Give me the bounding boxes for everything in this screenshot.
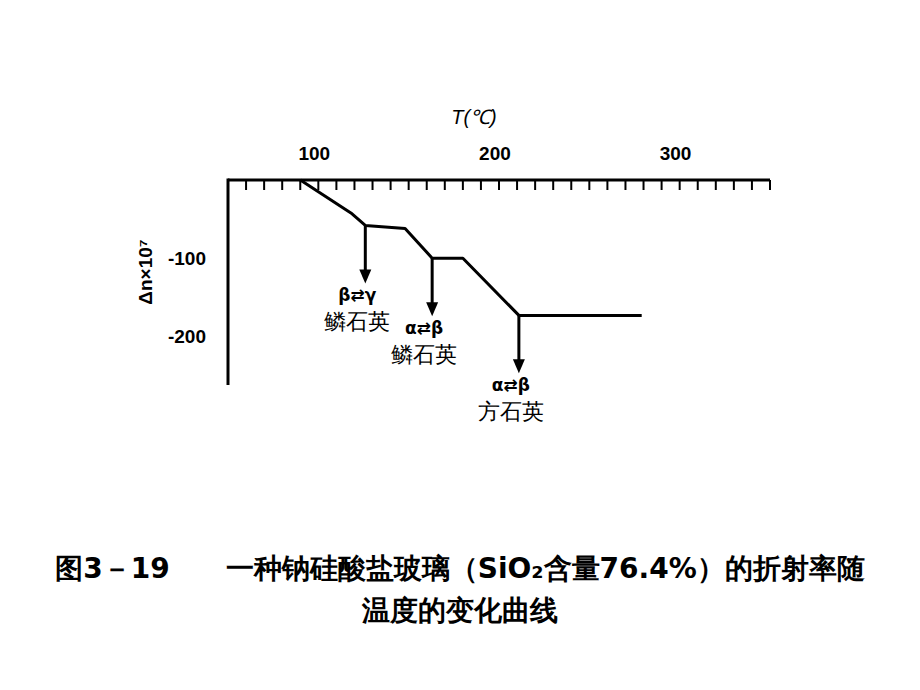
x-tick-mark bbox=[281, 180, 283, 190]
x-tick-mark bbox=[733, 180, 735, 190]
x-tick-mark bbox=[372, 180, 374, 190]
chart: 100 200 300 -100 -200 T(℃) Δn×10⁷ β⇄γ 鳞石英 α⇄β 鳞石英 α… bbox=[0, 0, 920, 540]
y-tick-label: -100 bbox=[168, 248, 206, 269]
x-tick-mark bbox=[245, 180, 247, 190]
x-axis-label: T(℃) bbox=[451, 106, 497, 128]
transition-arrow bbox=[431, 258, 434, 306]
x-tick-label: 300 bbox=[660, 143, 692, 164]
x-tick-mark bbox=[353, 180, 355, 190]
x-tick-mark bbox=[426, 180, 428, 190]
x-tick-mark bbox=[606, 180, 608, 190]
x-tick-mark bbox=[390, 180, 392, 190]
x-tick-mark bbox=[751, 180, 753, 190]
arrow-head bbox=[513, 359, 525, 373]
y-axis-label: Δn×10⁷ bbox=[135, 239, 156, 304]
x-tick-mark bbox=[227, 180, 229, 190]
data-line bbox=[300, 180, 641, 315]
x-tick-mark bbox=[552, 180, 554, 190]
transition-label: α⇄β bbox=[492, 375, 530, 395]
x-tick-label: 100 bbox=[298, 143, 330, 164]
transition-label: β⇄γ bbox=[338, 285, 376, 305]
arrow-head bbox=[359, 269, 371, 283]
transition-arrow bbox=[517, 315, 520, 363]
x-tick-mark bbox=[624, 180, 626, 190]
x-tick-mark bbox=[263, 180, 265, 190]
x-tick-mark bbox=[643, 180, 645, 190]
phase-label: 方石英 bbox=[478, 399, 544, 424]
x-tick-mark bbox=[697, 180, 699, 190]
x-tick-mark bbox=[534, 180, 536, 190]
caption: 图3－19 一种钠硅酸盐玻璃（SiO₂含量76.4%）的折射率随温度的变化曲线 bbox=[50, 548, 870, 632]
x-tick-mark bbox=[679, 180, 681, 190]
x-tick-mark bbox=[444, 180, 446, 190]
x-tick-mark bbox=[480, 180, 482, 190]
x-tick-label: 200 bbox=[479, 143, 511, 164]
x-tick-mark bbox=[661, 180, 663, 190]
x-tick-mark bbox=[408, 180, 410, 190]
x-tick-mark bbox=[769, 180, 771, 190]
x-tick-mark bbox=[317, 180, 319, 190]
y-axis bbox=[227, 179, 230, 386]
y-tick-label: -200 bbox=[168, 326, 206, 347]
x-tick-mark bbox=[588, 180, 590, 190]
x-tick-mark bbox=[462, 180, 464, 190]
x-tick-mark bbox=[498, 180, 500, 190]
phase-label: 鳞石英 bbox=[391, 342, 457, 367]
transition-arrow bbox=[364, 225, 367, 273]
x-tick-mark bbox=[335, 180, 337, 190]
phase-label: 鳞石英 bbox=[324, 309, 390, 334]
arrow-head bbox=[426, 302, 438, 316]
x-tick-mark bbox=[570, 180, 572, 190]
x-tick-mark bbox=[516, 180, 518, 190]
transition-label: α⇄β bbox=[405, 318, 443, 338]
x-tick-mark bbox=[715, 180, 717, 190]
